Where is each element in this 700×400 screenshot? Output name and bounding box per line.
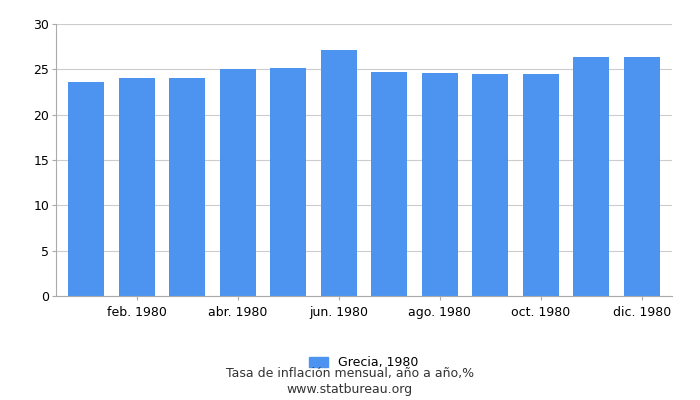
Bar [624, 57, 660, 296]
Bar [573, 57, 610, 296]
Bar [169, 78, 206, 296]
Bar [371, 72, 407, 296]
Legend: Grecia, 1980: Grecia, 1980 [304, 351, 424, 374]
Bar [68, 82, 104, 296]
Bar [270, 68, 307, 296]
Bar [522, 74, 559, 296]
Bar [220, 69, 256, 296]
Text: www.statbureau.org: www.statbureau.org [287, 384, 413, 396]
Bar [472, 74, 508, 296]
Bar [321, 50, 357, 296]
Bar [421, 73, 458, 296]
Bar [118, 78, 155, 296]
Text: Tasa de inflación mensual, año a año,%: Tasa de inflación mensual, año a año,% [226, 368, 474, 380]
